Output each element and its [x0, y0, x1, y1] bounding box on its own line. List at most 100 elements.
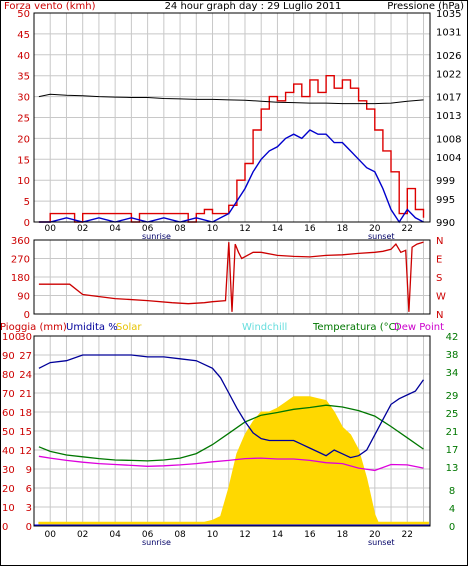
hour-label: 06 [142, 224, 154, 234]
rain-tick-label: 21 [19, 389, 32, 400]
temperature-series [38, 404, 424, 462]
pressure-tick-label: 995 [436, 195, 455, 206]
temperature-tick-label: 34 [446, 368, 459, 379]
humidity-tick-label: 80 [2, 370, 15, 381]
sunset-label-1: sunset [368, 232, 395, 241]
hour-label: 04 [109, 224, 121, 234]
sunset-label-2: sunset [368, 538, 395, 547]
temperature-tick-label: 42 [446, 332, 459, 343]
wind-direction-series [38, 241, 424, 312]
temperature-tick-label: 25 [446, 409, 459, 420]
humidity-tick-label: 10 [2, 503, 15, 514]
hour-label: 00 [45, 530, 57, 540]
pressure-tick-label: 1008 [436, 134, 461, 145]
temperature-tick-label: 4 [449, 504, 455, 515]
hour-label: 20 [369, 224, 381, 234]
compass-tick-label: S [436, 273, 442, 284]
hour-label: 08 [174, 530, 186, 540]
solar-legend: Solar [116, 322, 142, 333]
wind-gust-series [38, 75, 425, 223]
humidity-tick-label: 40 [2, 446, 15, 457]
humidity-tick-label: 50 [2, 427, 15, 438]
pressure-axis-title: Pressione (hPa) [387, 1, 464, 12]
rain-tick-label: 30 [19, 332, 32, 343]
wind-tick-label: 0 [24, 218, 30, 229]
temperature-tick-label: 38 [446, 350, 459, 361]
temperature-tick-label: 21 [446, 427, 459, 438]
humidity-panel-frame [33, 335, 431, 527]
rain-tick-label: 9 [26, 465, 32, 476]
hour-label: 16 [304, 530, 316, 540]
hour-label: 10 [207, 224, 219, 234]
wind-tick-label: 45 [17, 30, 30, 41]
rain-tick-label: 27 [19, 351, 32, 362]
wind-tick-label: 5 [24, 197, 30, 208]
rain-tick-label: 12 [19, 446, 32, 457]
humidity-tick-label: 30 [2, 465, 15, 476]
hour-label: 10 [207, 530, 219, 540]
hour-label: 16 [304, 224, 316, 234]
pressure-tick-label: 1004 [436, 153, 461, 164]
hour-label: 22 [402, 224, 413, 234]
humidity-tick-label: 90 [2, 351, 15, 362]
wind-tick-label: 25 [17, 114, 30, 125]
dewpoint-series [38, 455, 424, 472]
wind-panel-hour-labels: 00 02 04 06 08 10 12 14 16 18 20 22 [45, 224, 414, 234]
hour-label: 06 [142, 530, 154, 540]
rain-legend: Pioggia (mm) [0, 322, 67, 333]
wind-panel-series [38, 75, 425, 224]
hour-label: 02 [77, 530, 88, 540]
wind-tick-label: 30 [17, 93, 30, 104]
hour-label: 00 [45, 224, 57, 234]
humidity-legend: Umidita % [66, 322, 118, 333]
hour-label: 14 [272, 530, 284, 540]
humidity-panel-hour-labels: 00 02 04 06 08 10 12 14 16 18 20 22 [45, 530, 414, 540]
temperature-tick-label: 0 [449, 522, 455, 533]
humidity-panel-series [34, 354, 430, 527]
direction-tick-label: 270 [11, 255, 30, 266]
wind-tick-label: 20 [17, 134, 30, 145]
compass-tick-label: N [436, 310, 443, 321]
rain-tick-label: 6 [26, 484, 32, 495]
direction-tick-label: 180 [11, 273, 30, 284]
compass-tick-label: W [436, 292, 446, 303]
direction-tick-label: 0 [24, 310, 30, 321]
hour-label: 18 [337, 224, 349, 234]
wind-tick-label: 15 [17, 155, 30, 166]
hour-label: 20 [369, 530, 381, 540]
solar-series [38, 396, 429, 527]
hour-label: 14 [272, 224, 284, 234]
direction-panel-series [38, 241, 424, 312]
hour-label: 02 [77, 224, 88, 234]
wind-axis-title: Forza vento (kmh) [4, 1, 96, 12]
compass-tick-label: E [436, 255, 442, 266]
hour-label: 18 [337, 530, 349, 540]
temperature-tick-label: 13 [446, 463, 459, 474]
pressure-tick-label: 1035 [436, 9, 461, 20]
pressure-tick-label: 1017 [436, 93, 461, 104]
hour-label: 12 [239, 530, 250, 540]
wind-panel-ticks: 0 5 10 15 20 25 30 35 40 45 50 990 995 999 1004 1008 101… [17, 9, 461, 229]
humidity-series [38, 354, 425, 459]
hour-label: 08 [174, 224, 186, 234]
wind-tick-label: 40 [17, 51, 30, 62]
pressure-tick-label: 990 [436, 218, 455, 229]
wind-average-series [38, 129, 424, 224]
humidity-tick-label: 100 [2, 332, 21, 343]
direction-panel-frame [33, 239, 431, 315]
temperature-tick-label: 29 [446, 391, 459, 402]
temperature-tick-label: 17 [446, 445, 459, 456]
dewpoint-legend: Dew Point [394, 322, 444, 333]
wind-tick-label: 50 [17, 9, 30, 20]
humidity-tick-label: 20 [2, 484, 15, 495]
pressure-tick-label: 1026 [436, 51, 461, 62]
pressure-tick-label: 1013 [436, 111, 461, 122]
rain-tick-label: 3 [26, 503, 32, 514]
temperature-legend: Temperatura (°C) [312, 322, 400, 333]
humidity-tick-label: 70 [2, 389, 15, 400]
hour-label: 22 [402, 530, 413, 540]
pressure-series [38, 93, 424, 105]
direction-tick-label: 360 [11, 236, 30, 247]
rain-tick-label: 15 [19, 427, 32, 438]
